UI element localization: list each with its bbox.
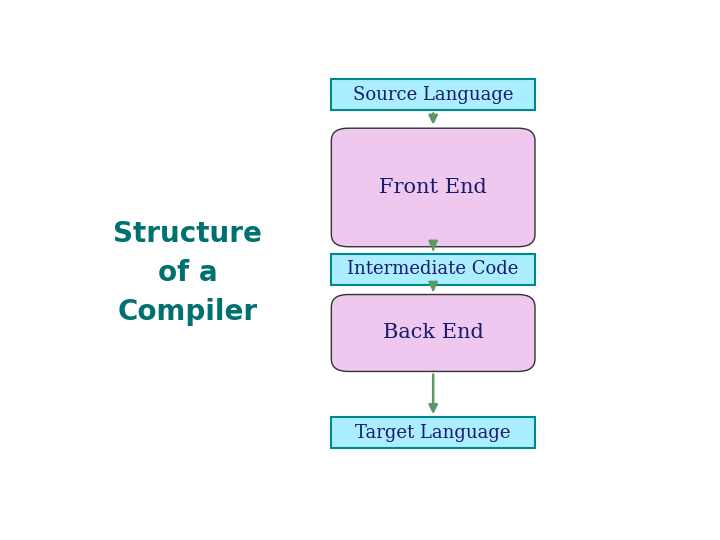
FancyBboxPatch shape (331, 79, 535, 110)
FancyBboxPatch shape (331, 128, 535, 247)
Text: Back End: Back End (383, 323, 484, 342)
FancyBboxPatch shape (331, 254, 535, 285)
Text: Source Language: Source Language (353, 86, 513, 104)
Text: Target Language: Target Language (356, 424, 511, 442)
Text: Intermediate Code: Intermediate Code (348, 260, 519, 279)
FancyBboxPatch shape (331, 294, 535, 372)
FancyBboxPatch shape (331, 417, 535, 448)
Text: Structure
of a
Compiler: Structure of a Compiler (113, 220, 262, 326)
Text: Front End: Front End (379, 178, 487, 197)
